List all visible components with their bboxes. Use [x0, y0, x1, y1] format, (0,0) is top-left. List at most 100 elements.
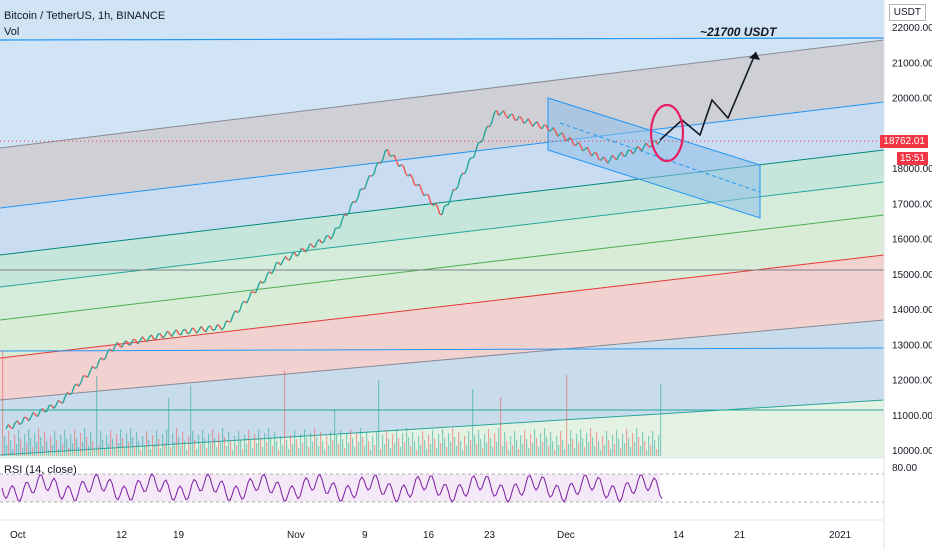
price-candle: [350, 200, 355, 205]
volume-bar: [186, 450, 188, 456]
volume-bar: [248, 430, 250, 456]
last-price-tag: 18762.01: [880, 135, 928, 148]
price-candle: [191, 327, 195, 331]
price-tick-label: 13000.00: [892, 340, 932, 351]
volume-bar: [528, 448, 530, 456]
volume-bar: [604, 445, 606, 456]
price-tick-label: 20000.00: [892, 94, 932, 105]
volume-bar: [270, 437, 272, 456]
time-tick-label: 21: [734, 530, 746, 541]
volume-bar: [160, 448, 162, 456]
volume-bar: [124, 447, 126, 456]
time-tick-label: Dec: [557, 530, 575, 541]
rsi-tick-label: 80.00: [892, 463, 917, 474]
target-annotation: ~21700 USDT: [700, 25, 778, 39]
volume-bar: [342, 439, 344, 456]
volume-bar: [516, 440, 518, 456]
price-candle: [620, 151, 625, 157]
price-tick-label: 11000.00: [892, 411, 932, 422]
volume-bar: [394, 443, 396, 456]
price-candle: [46, 405, 50, 412]
volume-bar: [554, 450, 556, 456]
price-candle: [239, 302, 243, 311]
volume-bar: [354, 447, 356, 456]
band-5: [0, 255, 884, 400]
currency-label[interactable]: USDT: [888, 4, 926, 21]
price-candle: [554, 131, 559, 137]
price-candle: [221, 326, 225, 331]
price-candle: [171, 332, 175, 337]
volume-bar: [226, 446, 228, 456]
volume-bar: [496, 442, 498, 456]
channel-line-0: [0, 39, 885, 149]
price-tick-label: 12000.00: [892, 376, 932, 387]
volume-bar: [456, 446, 458, 456]
volume-bar: [176, 428, 178, 456]
volume-bar: [120, 429, 122, 456]
volume-bar: [86, 437, 88, 456]
price-candle: [545, 125, 550, 132]
price-candle: [246, 298, 250, 304]
price-candle: [94, 366, 97, 369]
price-candle: [21, 417, 25, 424]
volume-bar: [264, 433, 266, 456]
volume-bar: [2, 350, 4, 456]
price-candle: [130, 339, 134, 345]
volume-bar: [118, 443, 120, 456]
price-candle: [418, 183, 423, 191]
volume-bar: [650, 445, 652, 456]
volume-bar: [590, 428, 592, 456]
price-candle: [248, 291, 252, 299]
volume-bar: [130, 428, 132, 456]
volume-bar: [416, 450, 418, 456]
volume-bar: [154, 444, 156, 456]
time-tick-label: 23: [484, 530, 496, 541]
volume-bar: [54, 431, 56, 456]
price-candle: [346, 212, 350, 216]
price-candle: [616, 154, 620, 161]
price-candle: [175, 329, 180, 335]
price-candle: [89, 366, 93, 372]
volume-bar: [400, 447, 402, 456]
volume-bar: [258, 429, 260, 456]
volume-bar: [632, 433, 634, 456]
volume-bar: [222, 428, 224, 456]
price-candle: [548, 129, 552, 132]
price-candle: [253, 291, 256, 294]
volume-bar: [434, 439, 436, 456]
price-candle: [32, 411, 37, 416]
price-tick-label: 18000.00: [892, 164, 932, 175]
volume-bar: [382, 435, 384, 456]
volume-bar: [106, 435, 108, 456]
price-candle: [502, 110, 507, 116]
price-candle: [570, 138, 575, 146]
volume-bar: [398, 438, 400, 456]
price-candle: [652, 139, 656, 143]
price-candle: [80, 375, 84, 383]
price-candle: [402, 166, 407, 174]
volume-bar: [656, 449, 658, 456]
volume-bar: [542, 442, 544, 456]
volume-bar: [104, 449, 106, 456]
volume-bar: [64, 430, 66, 456]
volume-bar: [294, 430, 296, 456]
volume-bar: [616, 430, 618, 456]
price-candle: [595, 152, 600, 160]
volume-bar: [450, 442, 452, 456]
price-candle: [657, 140, 661, 145]
price-candle: [344, 213, 347, 217]
volume-bar: [472, 389, 474, 456]
volume-bar: [180, 446, 182, 456]
volume-bar: [166, 429, 168, 456]
volume-bar: [406, 428, 408, 456]
rsi-label: RSI (14, close): [4, 464, 77, 476]
price-candle: [287, 258, 291, 261]
volume-bar: [256, 443, 258, 456]
volume-bar: [284, 371, 286, 456]
volume-bar: [158, 439, 160, 456]
volume-bar: [412, 432, 414, 456]
price-candle: [164, 330, 168, 337]
volume-bar: [136, 432, 138, 456]
price-candle: [121, 342, 125, 348]
